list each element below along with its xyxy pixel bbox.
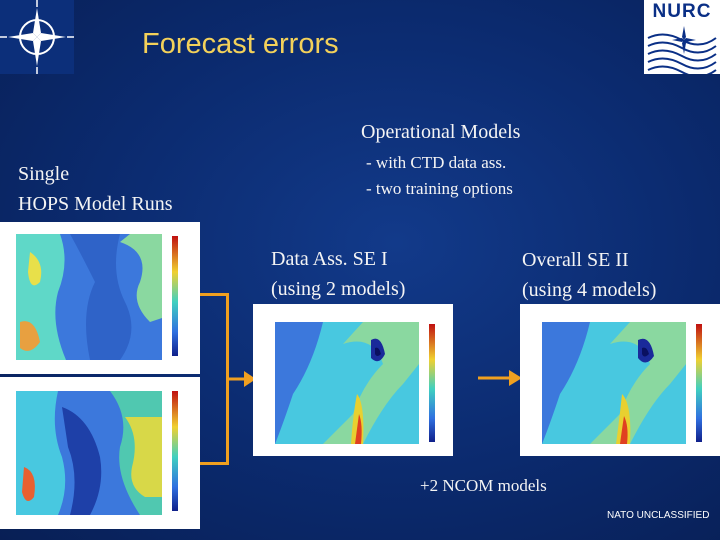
nurc-logo: NURC [644,0,720,74]
slide-title: Forecast errors [142,28,339,60]
arrow-right-icon [226,371,256,387]
connector-bottom [193,462,229,465]
single-label-line2: HOPS Model Runs [18,193,173,215]
nato-logo [0,0,74,74]
single-label-line1: Single [18,163,70,185]
connector-top [193,293,229,296]
operational-item-ctd: - with CTD data ass. [366,153,507,172]
figure-hops-run-1 [0,222,200,374]
operational-item-training: - two training options [366,179,513,198]
nurc-logo-text: NURC [652,1,712,22]
figure-se-data-ass [253,304,453,456]
overall-label-line1: Overall SE II [522,249,629,271]
figure-hops-run-2 [0,377,200,529]
arrow-right-icon [478,370,522,386]
operational-models-heading: Operational Models [361,121,521,143]
compass-rose-icon [0,0,74,74]
data-ass-label-line1: Data Ass. SE I [271,248,388,270]
nurc-wave-icon [647,26,717,74]
overall-label-line2: (using 4 models) [522,279,657,301]
ncom-note: +2 NCOM models [420,476,547,495]
classification-label: NATO UNCLASSIFIED [607,510,710,521]
data-ass-label-line2: (using 2 models) [271,278,406,300]
figure-se-overall [520,304,720,456]
